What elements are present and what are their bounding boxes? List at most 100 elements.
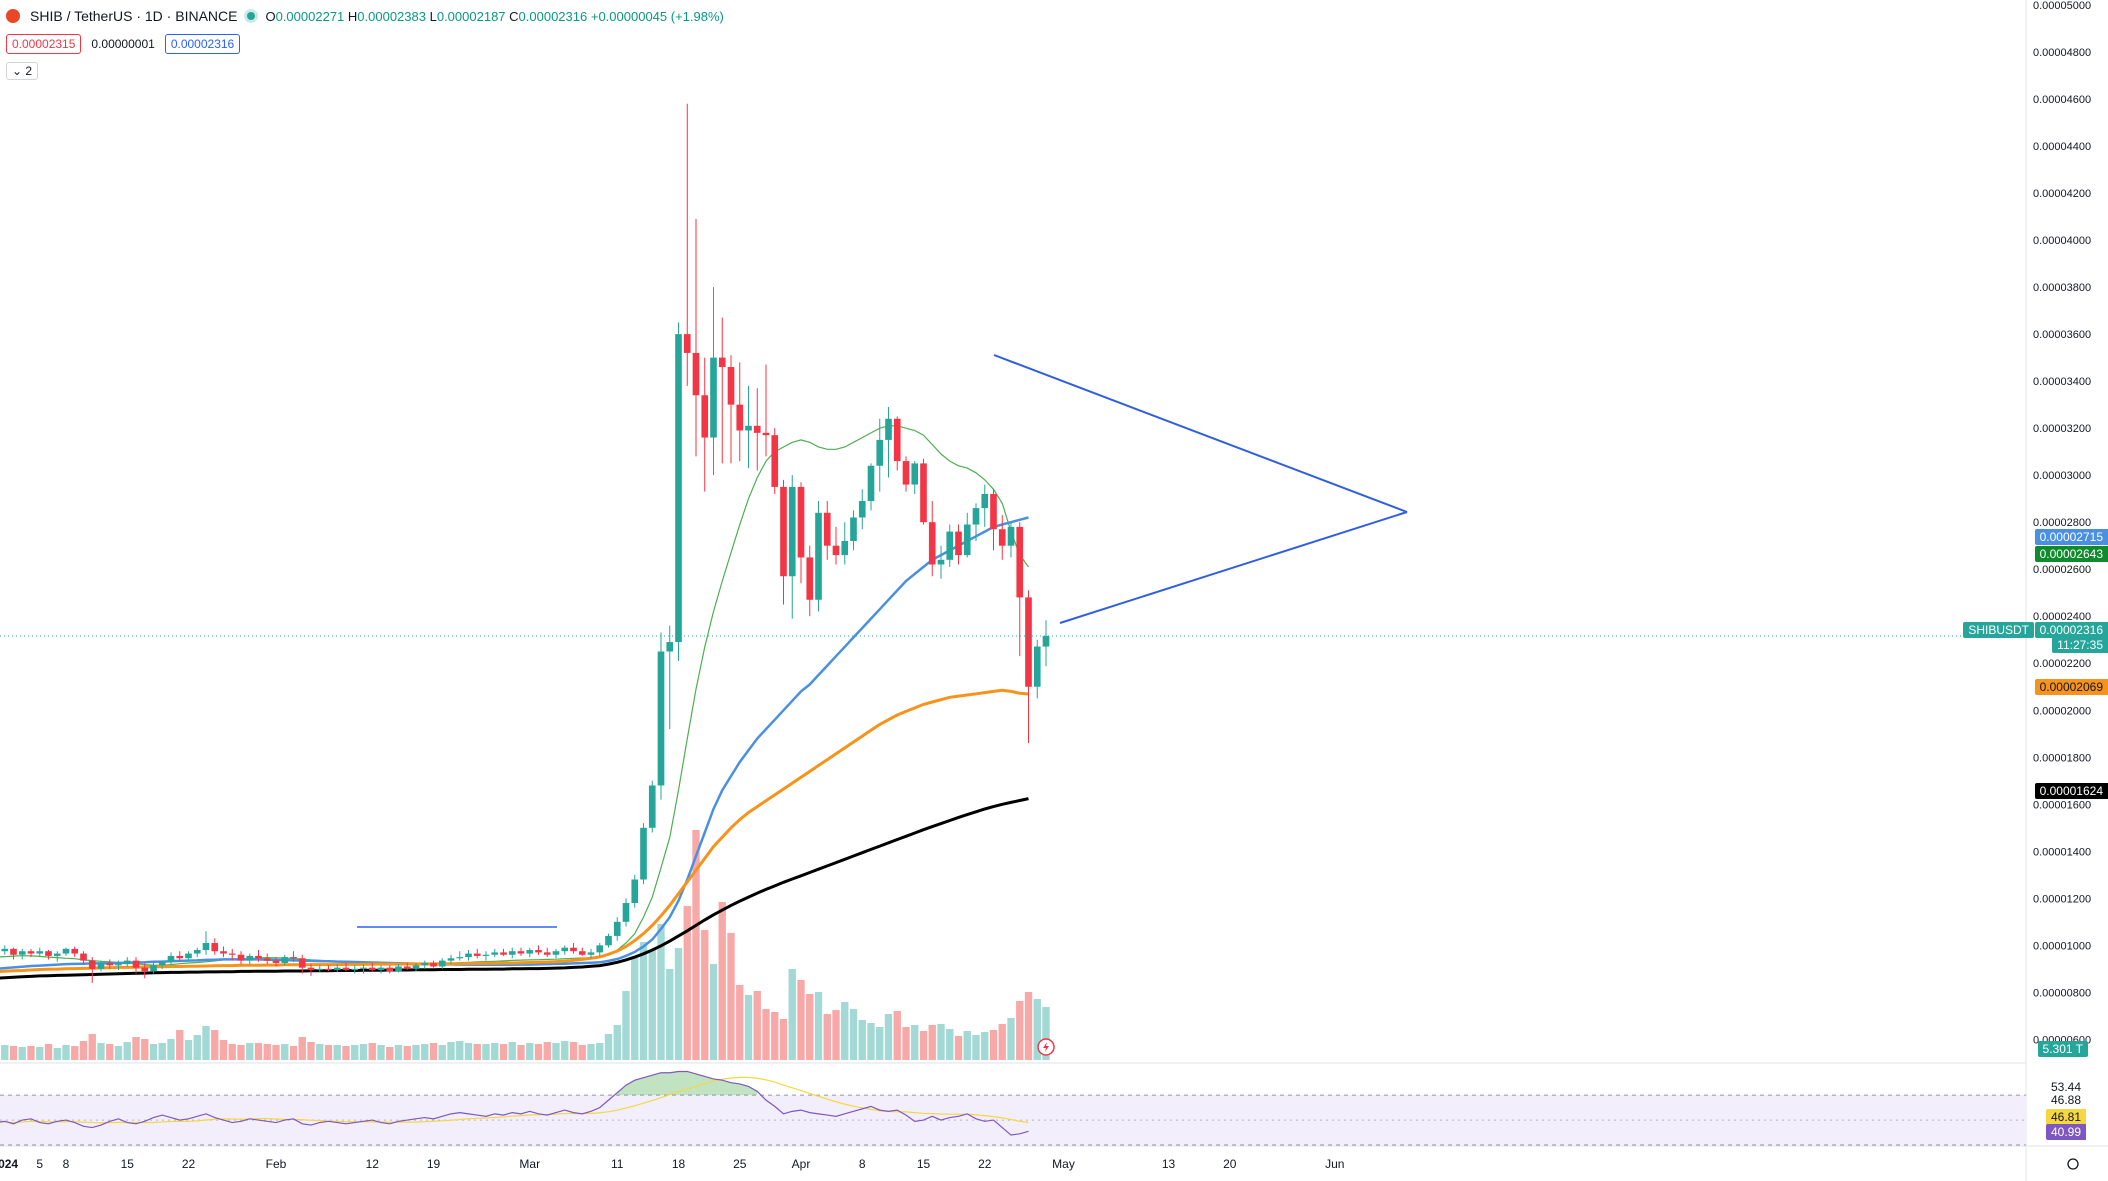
candle — [955, 524, 962, 565]
candle — [80, 951, 87, 965]
volume-bar — [893, 1011, 901, 1060]
price-axis-label: 0.00003800 — [2033, 282, 2091, 294]
price-axis-label: 0.00001600 — [2033, 799, 2091, 811]
candle-body — [500, 952, 507, 955]
candle-body — [815, 512, 822, 600]
candle — [613, 917, 621, 941]
volume-bar — [1, 1045, 9, 1060]
candle-body — [701, 395, 709, 438]
symbol-title[interactable]: SHIB / TetherUS · 1D · BINANCE — [30, 8, 238, 24]
candle — [438, 958, 446, 969]
candle-body — [543, 952, 551, 955]
volume-bar — [368, 1043, 376, 1060]
candle — [360, 964, 367, 974]
black-ma-price-tag: 0.00001624 — [2034, 783, 2108, 799]
candle — [578, 947, 586, 956]
price-axis-label: 0.00003600 — [2033, 329, 2091, 341]
volume-bar — [359, 1044, 368, 1060]
volume-bar — [806, 994, 814, 1060]
volume-bar — [753, 991, 761, 1060]
volume-tag: 5.301 T — [2037, 1041, 2088, 1057]
candle — [211, 938, 219, 955]
candle-body — [902, 461, 910, 485]
candle-body — [395, 966, 402, 972]
volume-bar — [71, 1046, 79, 1060]
buy-button[interactable]: 0.00002316 — [164, 34, 241, 54]
candle — [255, 950, 262, 962]
candle-body — [377, 967, 385, 971]
volume-bar — [561, 1041, 569, 1060]
candle — [788, 475, 796, 619]
volume-bar — [88, 1034, 96, 1060]
candle — [850, 510, 857, 551]
candle-body — [447, 958, 455, 961]
candle — [36, 947, 44, 956]
candle-body — [298, 958, 306, 968]
volume-bar — [867, 1023, 875, 1060]
candle-body — [1033, 646, 1041, 687]
candle — [106, 959, 114, 969]
candle-body — [211, 942, 219, 952]
candle — [736, 362, 744, 462]
candle — [18, 948, 26, 960]
candle-body — [535, 950, 542, 953]
candle-body — [727, 367, 735, 405]
candle-body — [307, 967, 315, 971]
volume-bar — [622, 991, 630, 1060]
volume-bar — [298, 1037, 306, 1060]
candle — [587, 948, 595, 959]
candle-body — [788, 486, 796, 577]
volume-bar — [954, 1036, 963, 1060]
volume-bar — [193, 1035, 201, 1060]
market-open-icon — [247, 12, 256, 20]
candle — [806, 545, 814, 617]
candle-body — [115, 964, 122, 966]
time-axis-label: Apr — [792, 1157, 811, 1171]
candle-body — [587, 952, 595, 955]
volume-bar — [517, 1045, 525, 1060]
price-axis-label: 0.00004400 — [2033, 141, 2091, 153]
candle-body — [526, 950, 534, 954]
candle-body — [45, 951, 52, 956]
candle — [368, 962, 376, 972]
green-ma-price-tag: 0.00002643 — [2034, 546, 2108, 562]
candle — [937, 545, 945, 579]
time-axis-label: 15 — [121, 1157, 135, 1171]
volume-bar — [604, 1034, 613, 1060]
candle-body — [885, 418, 892, 440]
candle — [421, 960, 429, 969]
candle — [123, 957, 131, 967]
candle-body — [1042, 635, 1050, 647]
candle — [27, 948, 35, 958]
sell-button[interactable]: 0.00002315 — [6, 34, 82, 54]
volume-bar — [788, 969, 796, 1060]
candle — [745, 385, 752, 469]
time-axis-label: Feb — [266, 1157, 287, 1171]
candle-body — [718, 357, 726, 368]
settings-gear-icon[interactable] — [2067, 1158, 2079, 1170]
candle — [220, 946, 227, 958]
candle-body — [473, 953, 481, 956]
candle — [193, 947, 201, 958]
candle-body — [745, 425, 752, 431]
candle-body — [797, 486, 805, 558]
time-axis-label: May — [1052, 1157, 1075, 1171]
candle — [561, 945, 569, 955]
volume-bar — [429, 1043, 438, 1060]
candle — [333, 964, 341, 973]
candle — [605, 933, 612, 948]
volume-bar — [184, 1040, 193, 1060]
volume-bar — [44, 1044, 53, 1060]
volume-bar — [902, 1027, 910, 1060]
candle-body — [36, 951, 44, 954]
candle-body — [421, 962, 429, 966]
candle-body — [990, 493, 997, 530]
candle — [535, 945, 542, 955]
candle — [683, 103, 691, 386]
volume-bar — [202, 1026, 210, 1060]
indicators-collapse-button[interactable]: ⌄ 2 — [6, 62, 39, 80]
rsi-level-lower: 46.88 — [2050, 1093, 2081, 1107]
volume-bar — [158, 1043, 166, 1060]
candle-body — [605, 935, 612, 946]
